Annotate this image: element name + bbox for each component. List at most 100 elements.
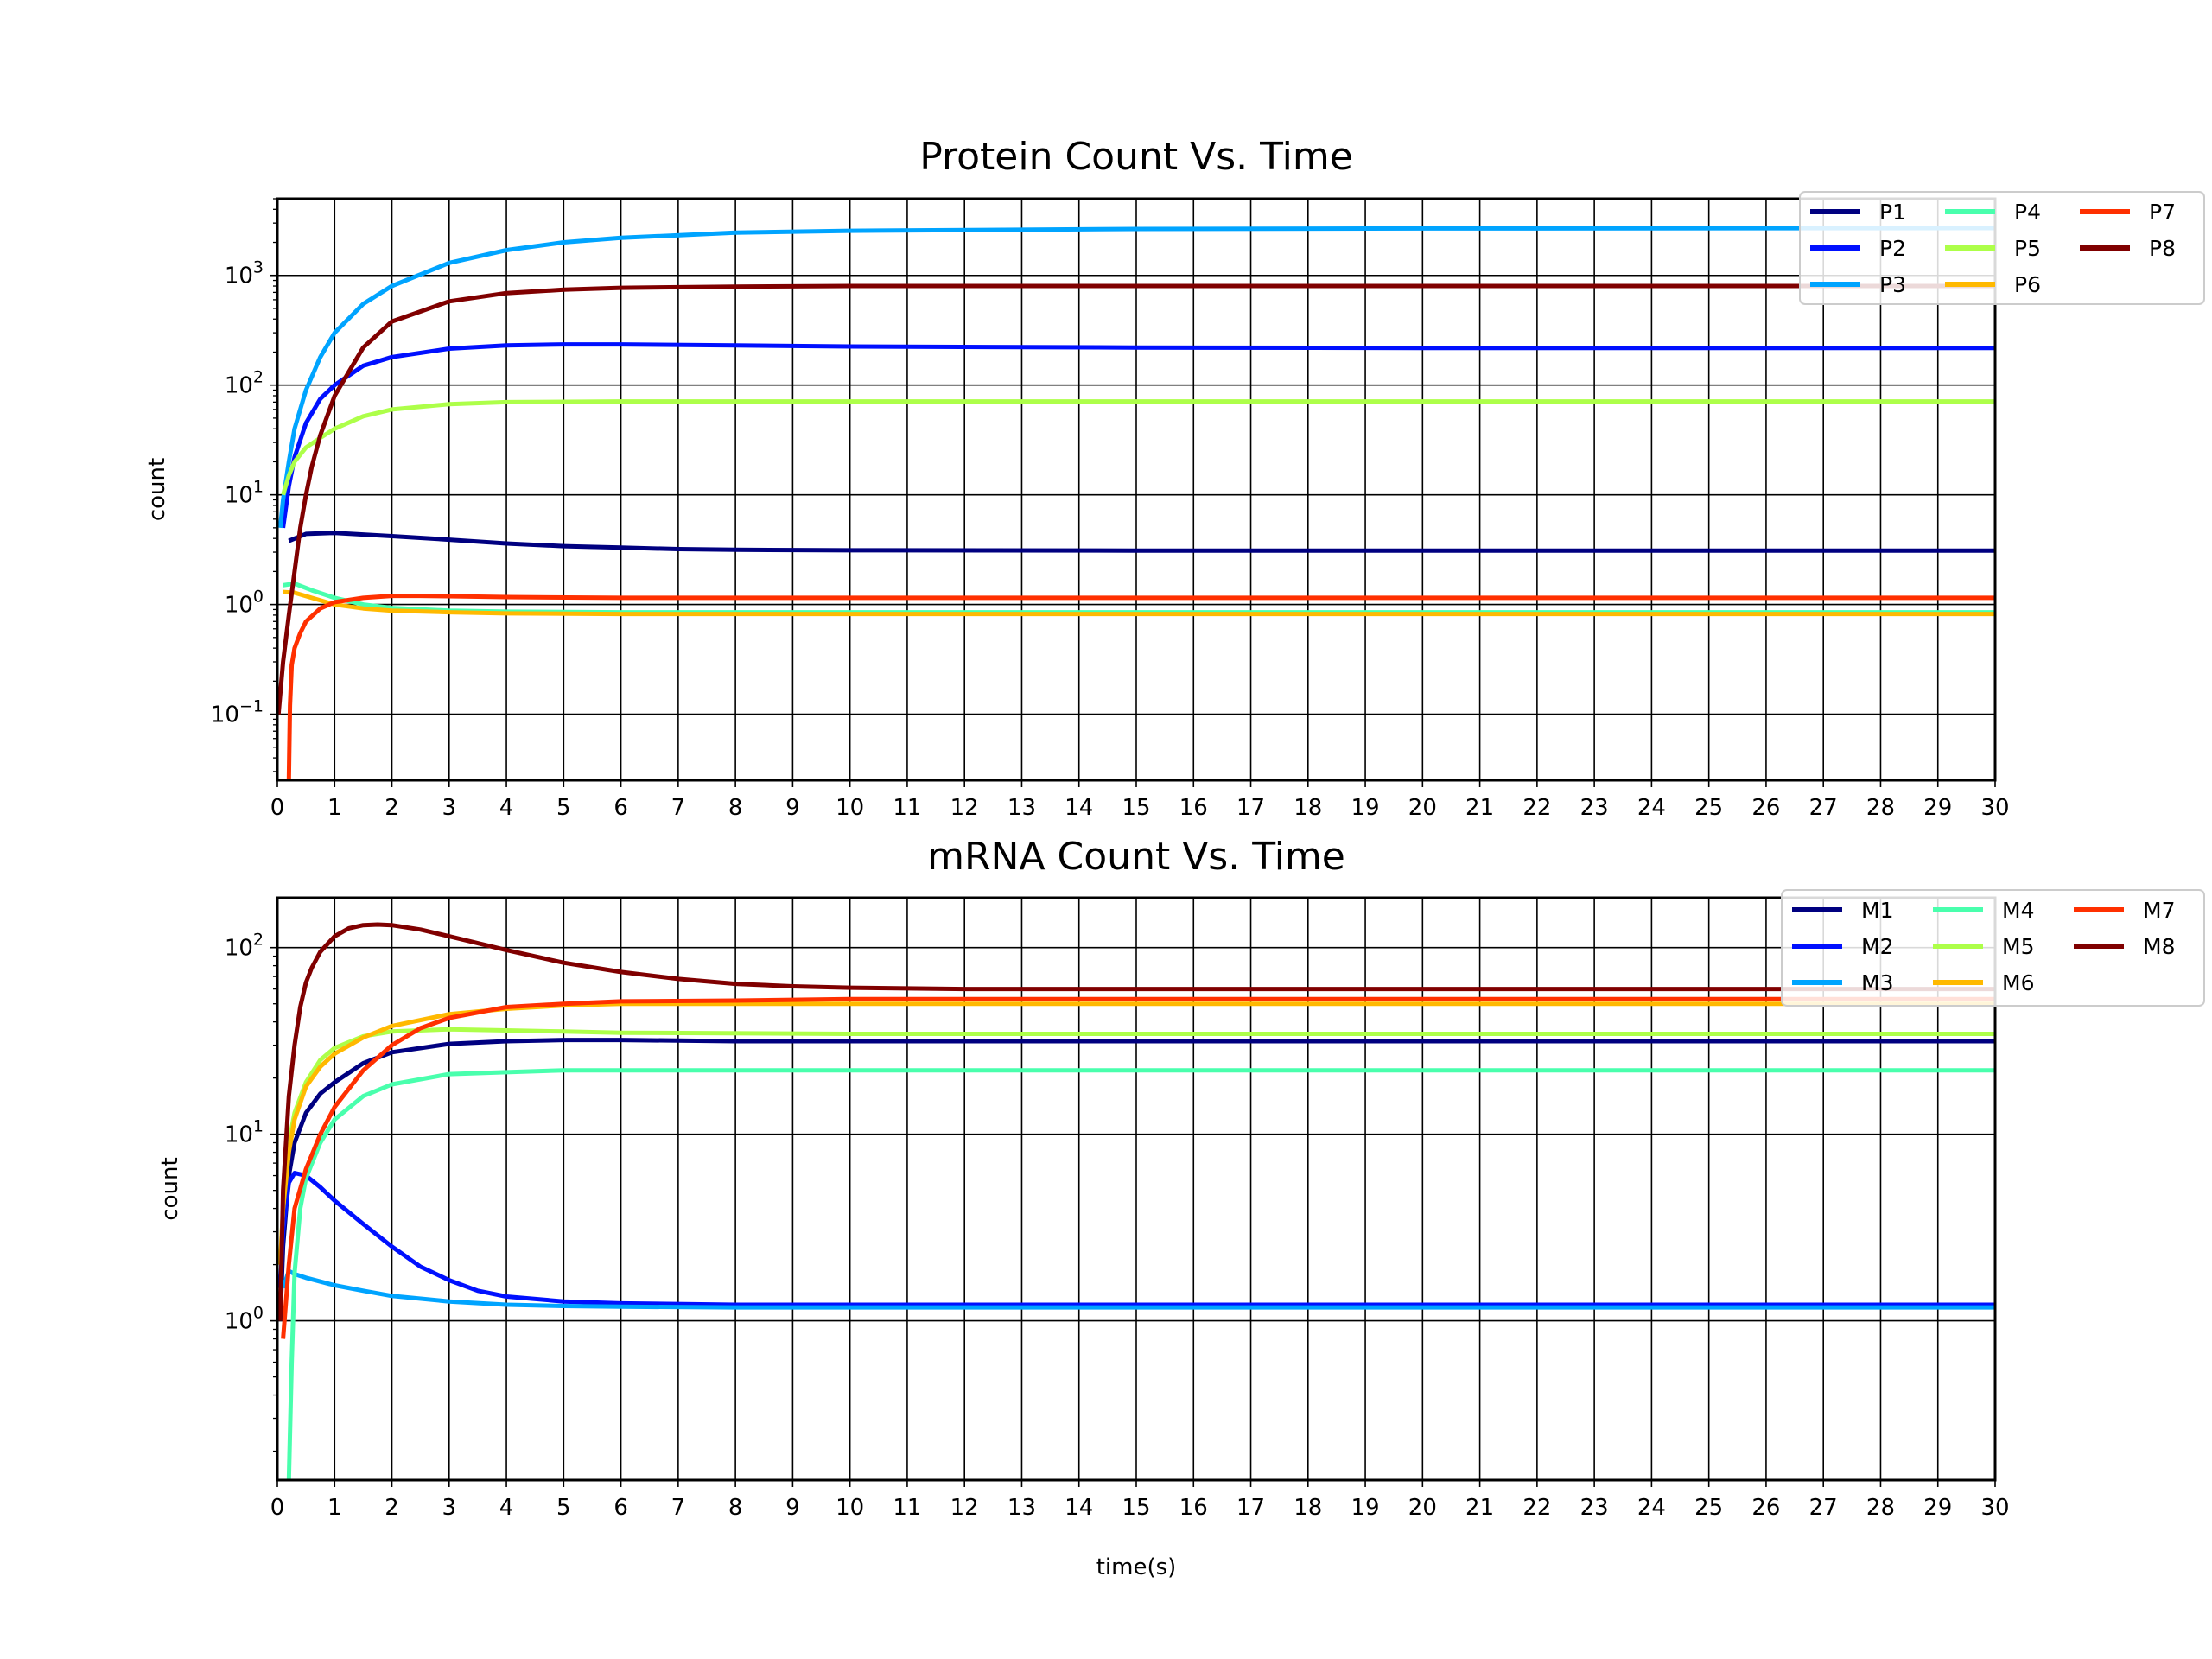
legend-label-p1: P1 [1879, 200, 1906, 225]
x-tick-label: 17 [1236, 795, 1265, 821]
x-tick-label: 30 [1980, 795, 2009, 821]
x-tick-label: 25 [1694, 795, 1723, 821]
legend-label-p6: P6 [2014, 272, 2041, 297]
x-tick-label: 15 [1122, 795, 1150, 821]
x-tick-label: 22 [1522, 795, 1551, 821]
x-tick-label: 22 [1522, 1495, 1551, 1521]
legend-label-m2: M2 [1861, 934, 1893, 959]
x-tick-label: 8 [728, 795, 743, 821]
x-tick-label: 7 [671, 795, 686, 821]
legend: P1 P2 P3 P4 P5 P6 P7 P8 [1799, 191, 2205, 305]
y-tick-label: 100 [225, 588, 264, 619]
x-tick-label: 16 [1179, 795, 1208, 821]
x-tick-label: 3 [442, 795, 457, 821]
x-tick-label: 26 [1751, 795, 1780, 821]
x-tick-label: 20 [1408, 1495, 1437, 1521]
x-tick-label: 4 [499, 1495, 514, 1521]
series-line-m3 [281, 1268, 1995, 1310]
x-tick-label: 23 [1580, 795, 1609, 821]
x-tick-label: 9 [785, 1495, 800, 1521]
x-tick-label: 11 [893, 795, 921, 821]
x-tick-label: 27 [1809, 795, 1838, 821]
legend-label-p8: P8 [2149, 236, 2176, 261]
x-tick-label: 12 [950, 795, 979, 821]
series-line-m7 [281, 996, 1995, 1339]
x-tick-label: 6 [613, 1495, 628, 1521]
legend-label-m3: M3 [1861, 970, 1893, 995]
x-tick-label: 18 [1294, 1495, 1322, 1521]
series-line-p3 [277, 226, 1995, 529]
x-tick-label: 14 [1065, 795, 1093, 821]
y-tick-label: 100 [225, 1304, 264, 1335]
y-tick-label: 103 [225, 258, 264, 289]
y-tick-label: 101 [225, 1117, 264, 1148]
x-tick-label: 19 [1351, 795, 1380, 821]
series-line-p6 [283, 589, 1995, 617]
x-tick-label: 20 [1408, 795, 1437, 821]
x-tick-label: 15 [1122, 1495, 1150, 1521]
legend-box [1799, 191, 2205, 305]
legend-label-m6: M6 [2002, 970, 2034, 995]
series-line-m4 [286, 1068, 1995, 1480]
x-tick-label: 13 [1007, 795, 1036, 821]
legend-label-m8: M8 [2143, 934, 2175, 959]
y-tick-label: 102 [225, 931, 264, 962]
x-tick-label: 21 [1465, 795, 1494, 821]
x-tick-label: 8 [728, 1495, 743, 1521]
y-axis-label: count [157, 1157, 183, 1220]
legend-label-m7: M7 [2143, 898, 2175, 923]
x-tick-label: 27 [1809, 1495, 1838, 1521]
legend-label-p3: P3 [1879, 272, 1906, 297]
legend-label-m5: M5 [2002, 934, 2034, 959]
x-tick-label: 28 [1866, 795, 1895, 821]
x-tick-label: 26 [1751, 1495, 1780, 1521]
x-tick-label: 24 [1637, 1495, 1666, 1521]
x-tick-label: 29 [1923, 795, 1952, 821]
x-tick-label: 4 [499, 795, 514, 821]
x-tick-label: 6 [613, 795, 628, 821]
x-tick-label: 9 [785, 795, 800, 821]
x-tick-label: 0 [270, 1495, 285, 1521]
x-tick-label: 13 [1007, 1495, 1036, 1521]
x-tick-label: 5 [556, 795, 571, 821]
x-tick-label: 7 [671, 1495, 686, 1521]
x-tick-label: 10 [836, 1495, 864, 1521]
x-tick-label: 1 [327, 795, 342, 821]
legend-label-m4: M4 [2002, 898, 2034, 923]
y-axis-label: count [144, 458, 170, 521]
series-line-m5 [277, 1027, 1995, 1265]
x-tick-label: 10 [836, 795, 864, 821]
y-tick-label: 10−1 [211, 697, 264, 728]
x-tick-label: 19 [1351, 1495, 1380, 1521]
mrna-chart: 0 1 2 3 4 5 6 7 8 9 10 11 12 13 14 15 16 17 18 19 20 21 22 23 24… [157, 835, 2205, 1580]
legend-label-p7: P7 [2149, 200, 2176, 225]
protein-chart: 0 1 2 3 4 5 6 7 8 9 10 11 12 13 14 15 16 17 18 19 20 21 22 23 24… [144, 135, 2205, 821]
series-line-p7 [286, 594, 1995, 780]
x-tick-label: 24 [1637, 795, 1666, 821]
x-tick-label: 18 [1294, 795, 1322, 821]
chart-title: mRNA Count Vs. Time [927, 835, 1345, 879]
x-tick-label: 21 [1465, 1495, 1494, 1521]
series-line-m8 [277, 922, 1995, 1321]
x-axis-label: time(s) [1096, 1554, 1177, 1580]
y-tick-label: 101 [225, 478, 264, 509]
x-tick-label: 29 [1923, 1495, 1952, 1521]
x-tick-label: 16 [1179, 1495, 1208, 1521]
x-tick-label: 25 [1694, 1495, 1723, 1521]
x-tick-label: 2 [385, 1495, 399, 1521]
legend-label-m1: M1 [1861, 898, 1893, 923]
plot-frame [276, 896, 1997, 1482]
legend-label-p4: P4 [2014, 200, 2041, 225]
series-line-m1 [277, 1038, 1995, 1321]
series-line-p5 [281, 399, 1995, 496]
x-tick-label: 0 [270, 795, 285, 821]
legend-label-p5: P5 [2014, 236, 2041, 261]
x-tick-label: 17 [1236, 1495, 1265, 1521]
series-line-p1 [288, 531, 1995, 553]
series-line-p8 [277, 283, 1995, 715]
x-tick-label: 28 [1866, 1495, 1895, 1521]
x-tick-label: 30 [1980, 1495, 2009, 1521]
x-tick-label: 5 [556, 1495, 571, 1521]
y-tick-label: 102 [225, 368, 264, 399]
